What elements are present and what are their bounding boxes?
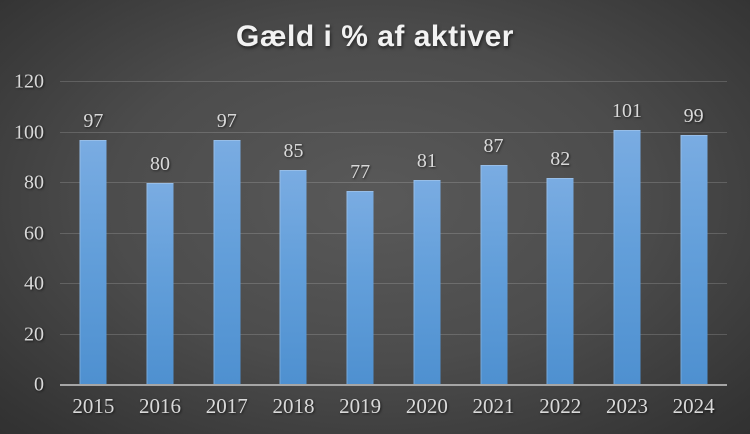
bar-slot: 99 (660, 82, 727, 385)
bar-slot: 81 (394, 82, 461, 385)
bar-value-label: 97 (83, 110, 104, 133)
x-tick-label: 2023 (605, 394, 648, 418)
x-tick-label: 2015 (72, 394, 115, 418)
bar-slot: 80 (127, 82, 194, 385)
x-tick-label: 2020 (405, 394, 448, 418)
bar-2017 (213, 140, 241, 385)
x-axis-line (60, 384, 727, 386)
bar-2024 (680, 135, 708, 385)
y-tick-label: 40 (24, 272, 44, 295)
bar-value-label: 97 (216, 110, 237, 133)
x-tick-label: 2018 (272, 394, 315, 418)
bar-value-label: 82 (550, 147, 571, 170)
x-tick-label: 2016 (139, 394, 182, 418)
bar-value-label: 81 (416, 150, 437, 173)
gridline (60, 232, 727, 234)
y-tick-label: 60 (24, 222, 44, 244)
bar-2015 (79, 140, 107, 385)
bar-value-label: 87 (483, 135, 504, 158)
y-tick-label: 20 (24, 323, 44, 345)
bar-slot: 82 (527, 82, 594, 385)
plot-area: 97 80 97 85 77 81 87 82 101 99 (60, 81, 727, 386)
bar-value-label: 85 (283, 140, 304, 163)
bar-2022 (546, 177, 574, 385)
x-tick-label: 2017 (205, 394, 248, 418)
y-axis-tick-labels: 0 20 40 60 80 100 120 (0, 0, 50, 434)
gridline (60, 131, 727, 133)
bar-2020 (413, 180, 441, 385)
bar-slot: 101 (594, 82, 661, 385)
gridline (60, 81, 727, 82)
y-tick-label: 100 (14, 121, 44, 143)
bar-2018 (279, 170, 307, 385)
bar-value-label: 101 (611, 99, 642, 122)
bar-2021 (480, 165, 508, 385)
y-tick-label: 120 (14, 70, 44, 93)
bar-2023 (613, 129, 641, 385)
bar-2016 (146, 183, 174, 385)
gridline (60, 283, 727, 284)
bar-value-label: 99 (683, 105, 704, 128)
bar-value-label: 77 (350, 160, 371, 183)
gridline (60, 333, 727, 335)
x-tick-label: 2021 (472, 394, 515, 418)
bar-slot: 77 (327, 82, 394, 385)
x-tick-label: 2022 (539, 394, 582, 418)
chart-title: Gæld i % af aktiver (236, 20, 514, 53)
x-tick-label: 2019 (339, 394, 382, 418)
gridline (60, 182, 727, 183)
bar-slot: 97 (193, 82, 260, 385)
bar-slot: 97 (60, 82, 127, 385)
y-tick-label: 80 (24, 171, 44, 194)
bar-2019 (346, 190, 374, 385)
bar-slot: 85 (260, 82, 327, 385)
bar-slot: 87 (460, 82, 527, 385)
y-tick-label: 0 (34, 373, 44, 396)
x-tick-label: 2024 (672, 394, 715, 418)
bar-value-label: 80 (150, 153, 171, 175)
